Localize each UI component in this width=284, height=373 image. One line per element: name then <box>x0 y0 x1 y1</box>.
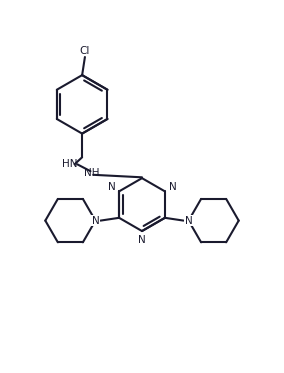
Text: N: N <box>169 182 176 192</box>
Text: N: N <box>138 235 146 245</box>
Text: N: N <box>169 182 176 192</box>
Text: NH: NH <box>84 167 100 178</box>
Text: N: N <box>185 216 193 226</box>
Text: HN: HN <box>62 159 77 169</box>
Text: N: N <box>108 182 115 192</box>
Text: N: N <box>108 182 115 192</box>
Text: N: N <box>108 182 115 192</box>
Text: N: N <box>138 235 146 245</box>
Text: N: N <box>169 182 176 192</box>
Text: N: N <box>91 216 99 226</box>
Text: N: N <box>138 235 146 245</box>
Text: Cl: Cl <box>80 46 90 56</box>
